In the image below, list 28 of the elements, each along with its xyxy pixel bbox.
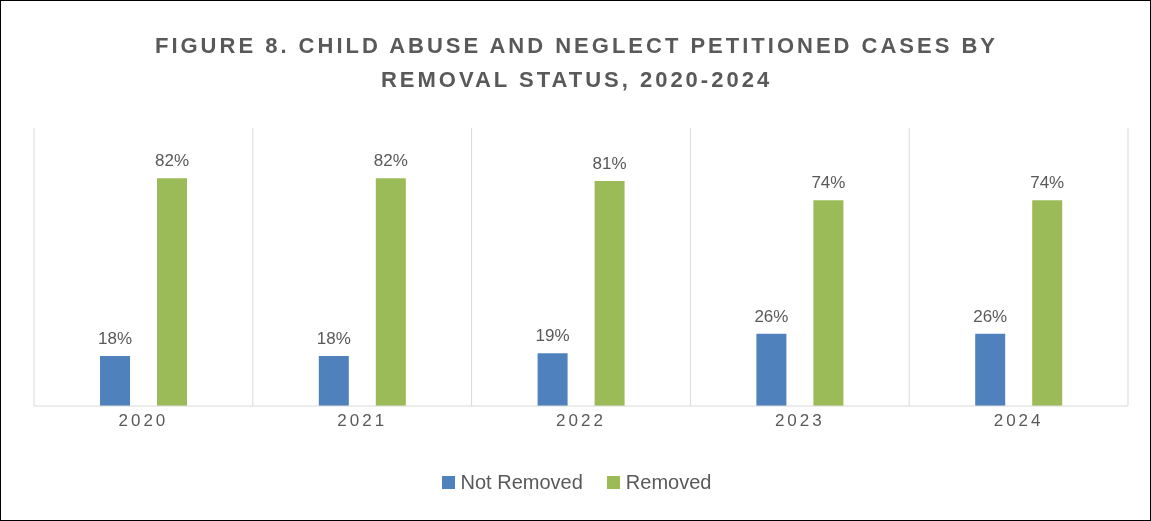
x-tick-label: 2021 [337,411,388,431]
bar [756,333,787,406]
data-label: 18% [316,328,351,348]
legend-label: Removed [625,471,712,494]
bar [100,355,130,406]
data-label: 82% [154,151,190,171]
x-tick-label: 2023 [774,411,825,431]
data-label: 81% [592,153,627,173]
bar [537,353,568,406]
x-tick-label: 2020 [118,411,169,431]
data-label: 26% [973,306,1008,326]
data-label: 19% [535,326,570,346]
bar [813,200,844,406]
data-label: 26% [754,306,789,326]
legend-label: Not Removed [460,471,583,494]
data-label: 74% [1030,173,1065,193]
bar [1032,200,1063,406]
bar [975,333,1006,406]
bar [157,178,187,406]
bar [594,180,625,406]
x-tick-label: 2022 [556,411,606,431]
bar [375,178,406,406]
bar [318,355,349,406]
chart-title: FIGURE 8. CHILD ABUSE AND NEGLECT PETITIONED CASES BY REMOVAL STATUS, 2020-2024 [153,32,1000,94]
x-tick-label: 2024 [993,411,1044,431]
data-label: 74% [811,173,846,193]
data-label: 82% [373,151,408,171]
data-label: 18% [97,328,133,348]
